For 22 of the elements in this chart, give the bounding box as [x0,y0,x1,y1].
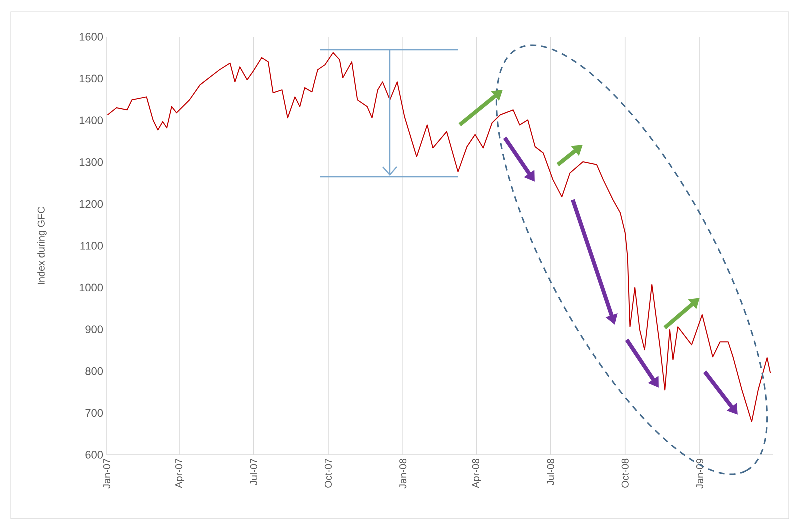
y-tick-label: 1100 [80,242,104,250]
x-tick-label: Jul-07 [250,459,258,486]
x-tick-label: Oct-08 [622,458,629,488]
y-tick-label: 1400 [80,116,104,124]
y-tick-label: 900 [86,326,104,334]
y-tick-label: 1300 [80,158,104,166]
y-tick-label: 1500 [80,74,104,83]
y-tick-label: 600 [86,451,104,459]
y-tick-label: 1600 [80,33,104,41]
y-tick-label: 800 [86,368,104,376]
x-tick-label: Oct-07 [324,458,332,488]
y-tick-label: 700 [86,409,104,418]
x-tick-label: Apr-07 [176,459,185,488]
x-tick-label: Jan-07 [103,459,111,489]
x-tick-label: Jan-09 [696,458,704,489]
y-tick-label: 1200 [80,200,104,208]
x-tick-label: Jan-08 [400,458,407,489]
y-tick-label: 1000 [80,284,104,292]
x-tick-label: Jul-08 [547,458,554,486]
x-tick-label: Apr-08 [472,458,482,488]
line-series [107,52,772,422]
y-axis-title: Index during GFC [38,207,47,284]
